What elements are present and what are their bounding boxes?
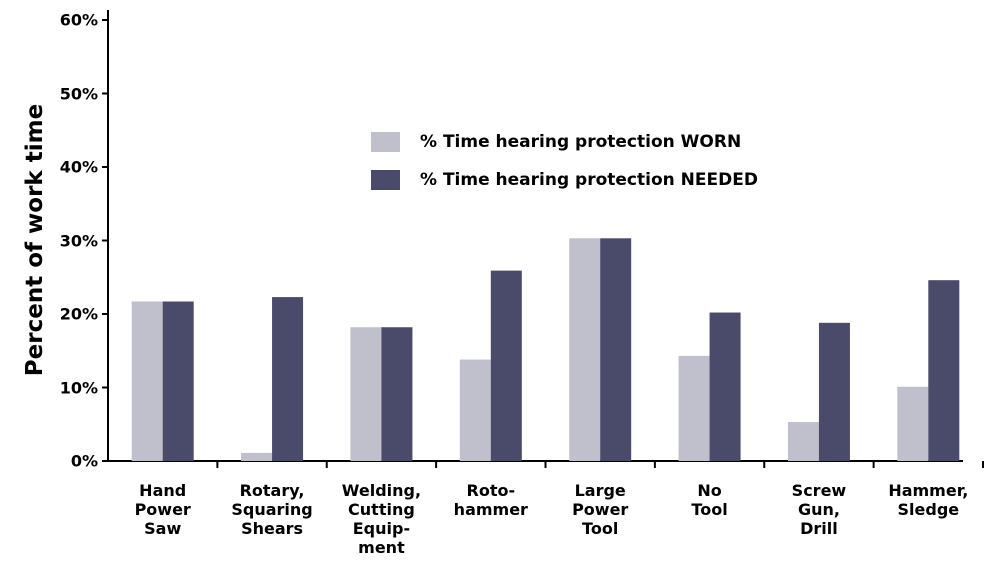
y-tick-label: 60% <box>59 10 98 30</box>
bar <box>600 238 632 461</box>
bar <box>818 322 850 461</box>
x-tick-label: Roto- hammer <box>453 481 528 519</box>
bar <box>928 280 960 461</box>
x-tick-label: Rotary, Squaring Shears <box>231 481 313 538</box>
y-tick-label: 0% <box>70 451 98 471</box>
x-tick-label: Hammer, Sledge <box>888 481 969 519</box>
bar <box>350 327 382 461</box>
bar <box>381 327 413 461</box>
bar <box>490 270 522 461</box>
bar <box>709 312 741 461</box>
bar <box>241 452 273 461</box>
y-tick-label: 50% <box>59 84 98 103</box>
legend-label: % Time hearing protection NEEDED <box>420 170 758 190</box>
bar <box>272 297 304 461</box>
bar <box>787 422 819 461</box>
y-tick-label: 40% <box>59 157 98 177</box>
y-tick-label: 10% <box>59 378 98 397</box>
x-tick-label: Screw Gun, Drill <box>791 481 847 538</box>
x-tick-label: No Tool <box>691 481 728 519</box>
bar <box>569 238 601 461</box>
x-tick-label: Hand Power Saw <box>134 481 191 538</box>
bar <box>131 301 163 461</box>
y-tick-label: 30% <box>59 231 98 250</box>
bar <box>678 355 710 461</box>
bar <box>162 301 194 461</box>
bar <box>897 386 929 461</box>
legend-swatch <box>371 170 400 190</box>
y-tick-label: 20% <box>59 304 98 324</box>
x-tick-label: Large Power Tool <box>572 481 629 538</box>
bar <box>459 359 491 461</box>
legend-swatch <box>371 132 400 152</box>
legend-label: % Time hearing protection WORN <box>420 132 742 152</box>
x-tick-label: Welding, Cutting Equip- ment <box>341 481 422 557</box>
